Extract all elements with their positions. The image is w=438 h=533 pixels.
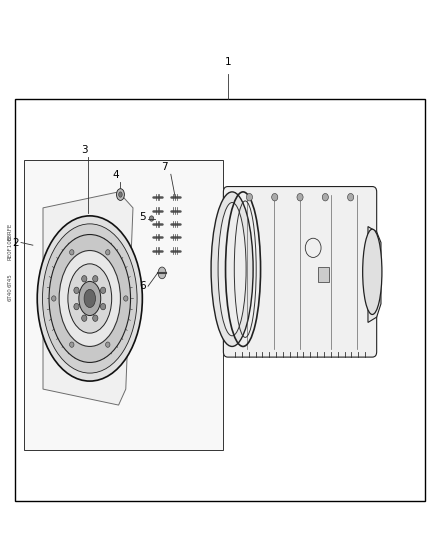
Text: 6T40: 6T40	[7, 287, 12, 301]
Circle shape	[81, 315, 87, 321]
Circle shape	[93, 276, 98, 282]
Circle shape	[106, 342, 110, 348]
Ellipse shape	[49, 235, 131, 362]
Polygon shape	[43, 192, 133, 405]
Circle shape	[322, 193, 328, 201]
Text: RE0F10E: RE0F10E	[7, 236, 12, 260]
Circle shape	[100, 287, 106, 294]
Text: 5: 5	[139, 213, 145, 222]
Text: 68RFE: 68RFE	[7, 223, 12, 240]
Ellipse shape	[68, 264, 112, 333]
Ellipse shape	[218, 203, 246, 336]
Ellipse shape	[149, 216, 154, 221]
Circle shape	[74, 303, 79, 310]
Text: 6: 6	[139, 281, 145, 291]
Circle shape	[348, 193, 353, 201]
Bar	[15, 99, 425, 501]
Bar	[318, 266, 328, 282]
Ellipse shape	[119, 192, 122, 197]
Ellipse shape	[42, 224, 137, 373]
FancyBboxPatch shape	[223, 187, 377, 357]
Circle shape	[81, 276, 87, 282]
Ellipse shape	[79, 281, 101, 316]
Ellipse shape	[37, 216, 142, 381]
Ellipse shape	[158, 267, 166, 279]
Text: 7: 7	[161, 161, 168, 172]
Text: 3: 3	[81, 144, 88, 155]
Circle shape	[106, 249, 110, 255]
Text: 1: 1	[224, 56, 231, 67]
Ellipse shape	[117, 189, 124, 200]
Circle shape	[52, 296, 56, 301]
Circle shape	[93, 315, 98, 321]
Ellipse shape	[363, 229, 382, 314]
Text: 2: 2	[12, 238, 19, 247]
Circle shape	[74, 287, 79, 294]
Circle shape	[124, 296, 128, 301]
Ellipse shape	[84, 289, 95, 308]
Circle shape	[100, 303, 106, 310]
Text: 4: 4	[113, 170, 120, 180]
Circle shape	[272, 193, 278, 201]
Text: 6T45: 6T45	[7, 273, 12, 287]
Bar	[24, 160, 223, 450]
Ellipse shape	[211, 192, 253, 346]
Circle shape	[70, 249, 74, 255]
Circle shape	[297, 193, 303, 201]
Circle shape	[70, 342, 74, 348]
Polygon shape	[368, 227, 381, 322]
Ellipse shape	[59, 251, 120, 346]
Circle shape	[247, 193, 253, 201]
